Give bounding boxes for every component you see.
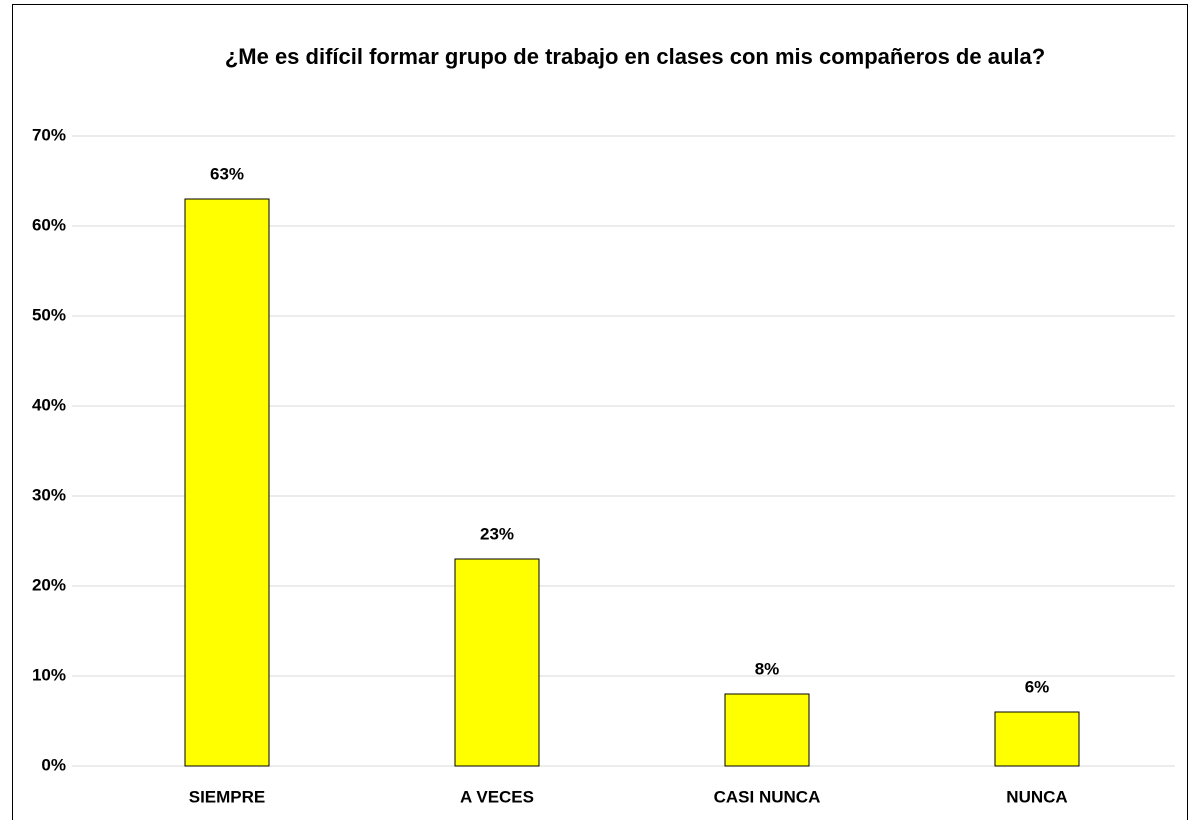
x-tick-label: SIEMPRE	[189, 787, 266, 806]
y-tick-label: 50%	[32, 305, 66, 324]
y-tick-label: 60%	[32, 215, 66, 234]
bar	[994, 711, 1080, 767]
data-label: 6%	[1025, 677, 1050, 696]
bar	[454, 558, 540, 767]
bar	[184, 198, 270, 767]
y-tick-label: 40%	[32, 395, 66, 414]
y-tick-label: 0%	[41, 755, 66, 774]
y-tick-label: 10%	[32, 665, 66, 684]
chart-frame	[12, 4, 1188, 820]
data-label: 8%	[755, 659, 780, 678]
data-label: 63%	[210, 164, 244, 183]
y-tick-label: 30%	[32, 485, 66, 504]
data-label: 23%	[480, 524, 514, 543]
y-tick-label: 20%	[32, 575, 66, 594]
x-tick-label: A VECES	[460, 787, 534, 806]
y-tick-label: 70%	[32, 125, 66, 144]
x-tick-label: NUNCA	[1006, 787, 1067, 806]
x-tick-label: CASI NUNCA	[714, 787, 821, 806]
bar	[724, 693, 810, 767]
chart-title: ¿Me es difícil formar grupo de trabajo e…	[224, 44, 1046, 69]
